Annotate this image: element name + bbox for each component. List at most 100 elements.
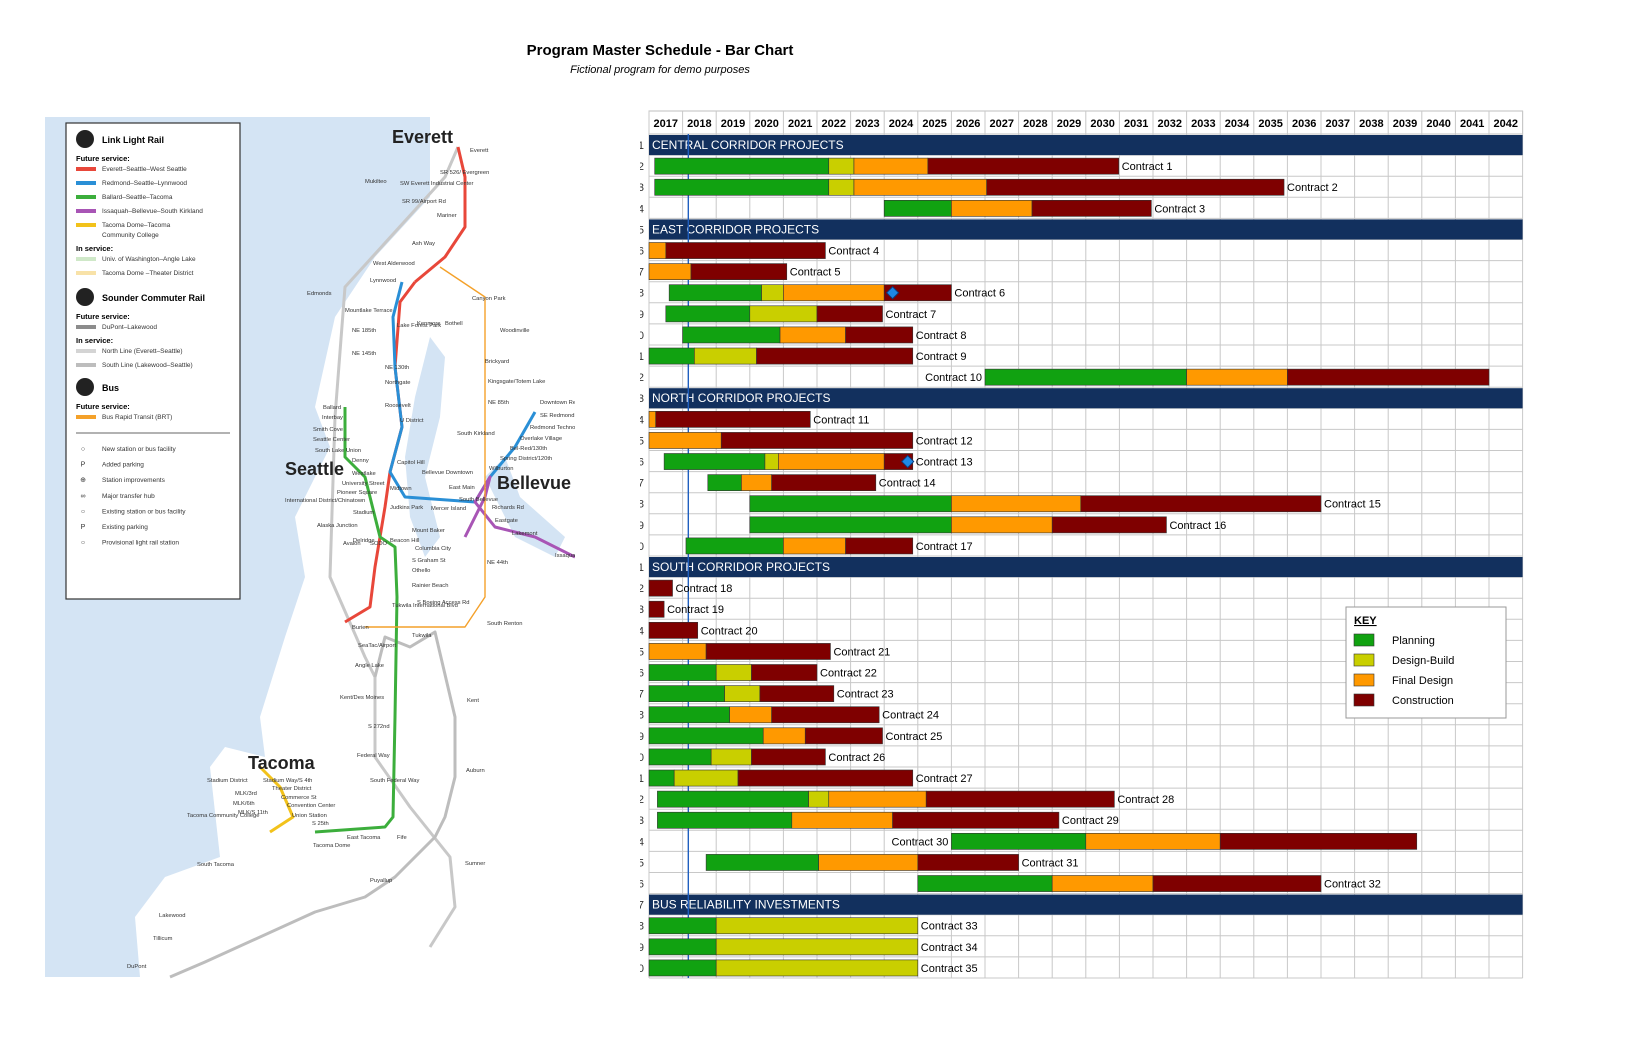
gantt-bar-segment [648,643,707,660]
row-number: 20 [640,541,644,553]
station-label: Ash Way [412,241,435,247]
gantt-bar-segment [756,347,914,365]
gantt-bar-segment [737,769,914,787]
gantt-bar-segment [715,917,919,935]
bar-label: Contract 20 [701,625,758,637]
line-redmond [388,281,537,504]
map-legend-swatch [76,181,96,185]
gantt-bar-segment [657,790,809,808]
gantt-bar-segment [648,432,722,449]
station-label: S Graham St [412,558,446,564]
station-label: NE 145th [352,351,376,357]
gantt-bar-segment [853,178,987,196]
map-symbol-icon: P [81,462,86,469]
gantt-bar-segment [951,516,1053,534]
row-number: 7 [640,267,644,279]
section-label: EAST CORRIDOR PROJECTS [652,222,819,236]
gantt-bar-segment [741,474,772,492]
gantt-bar-segment [648,263,692,281]
gantt-bar-segment [705,854,819,871]
bar-label: Contract 22 [820,668,877,680]
city-label: Tacoma [248,753,316,773]
year-tick-label: 2021 [788,118,812,130]
gantt-bar-segment [828,790,927,808]
bar-label: Contract 17 [916,541,973,553]
station-label: MLK/3rd [235,791,257,797]
station-label: Burien [352,625,369,631]
station-label: Puyallup [370,878,392,884]
station-label: Lake Forest Park [397,323,441,329]
station-label: Kingsgate/Totem Lake [488,379,545,385]
station-label: Ballard [323,405,341,411]
row-number: 23 [640,604,644,616]
year-tick-label: 2038 [1359,118,1383,130]
bar-label: Contract 34 [921,942,978,954]
brt-line [365,266,486,628]
station-label: SODO [370,541,388,547]
year-tick-label: 2022 [822,118,846,130]
bar-label: Contract 33 [921,921,978,933]
station-label: NE 130th [385,365,409,371]
station-label: Alaska Junction [317,523,358,529]
station-label: Fife [397,835,407,841]
map-legend-box [65,122,241,600]
bar-label: Contract 11 [813,414,869,426]
row-number: 31 [640,773,644,785]
legend-swatch [1353,693,1375,707]
row-number: 37 [640,900,644,912]
commuter-rail-icon [76,288,94,306]
bus-icon [76,378,94,396]
row-number: 3 [640,182,644,194]
station-label: Bel-Red/130th [510,446,547,452]
legend-swatch [1353,633,1375,647]
year-tick-label: 2041 [1460,118,1484,130]
gantt-bar-segment [853,157,929,175]
row-number: 34 [640,836,644,848]
year-tick-label: 2037 [1326,118,1350,130]
row-number: 6 [640,246,644,258]
bar-label: Contract 32 [1324,879,1381,891]
row-number: 11 [640,351,644,363]
gantt-bar-segment [749,495,952,513]
gantt-bar-segment [883,284,952,302]
gantt-bar-segment [648,706,730,724]
gantt-bar-segment [927,157,1120,175]
station-label: Richards Rd [492,505,524,511]
station-label: Everett [470,148,489,154]
station-label: Capitol Hill [397,460,425,466]
year-tick-label: 2032 [1158,118,1182,130]
station-label: MLK/S 11th [238,810,268,816]
gantt-bar-segment [690,263,788,281]
line-tacoma-link [258,765,295,834]
gantt-bar-segment [705,643,831,660]
bar-label: Contract 9 [916,351,967,363]
row-number: 40 [640,963,644,975]
station-label: Lynnwood [370,278,396,284]
bar-label: Contract 24 [882,710,939,722]
station-label: Angle Lake [355,663,384,669]
gantt-bar-segment [779,326,846,344]
map-legend-item: New station or bus facility [102,446,176,453]
gantt-bar-segment [1219,832,1418,850]
bar-label: Contract 6 [954,288,1005,300]
station-label: S 272nd [368,724,390,730]
map-legend-item: Existing station or bus facility [102,508,186,515]
station-label: South Federal Way [370,778,420,784]
station-label: Issaquah [555,553,575,559]
map-legend-subheading: Future service: [76,312,130,321]
station-label: Mukilteo [365,179,387,185]
station-label: International District/Chinatown [285,498,365,504]
gantt-bar-segment [778,453,885,470]
gantt-bar-segment [657,811,793,829]
gantt-bar-segment [648,769,675,787]
station-label: Tukwila International Blvd [392,603,458,609]
gantt-bar-segment [685,537,784,555]
gantt-bar-segment [648,748,712,766]
map-legend-item: Major transfer hub [102,493,155,500]
gantt-bar-segment [951,495,1082,513]
sounder-north-line [328,146,460,948]
station-label: SW Everett Industrial Center [400,181,474,187]
bar-label: Contract 10 [925,372,982,384]
gantt-bar-segment [654,157,830,175]
row-number: 2 [640,161,644,173]
